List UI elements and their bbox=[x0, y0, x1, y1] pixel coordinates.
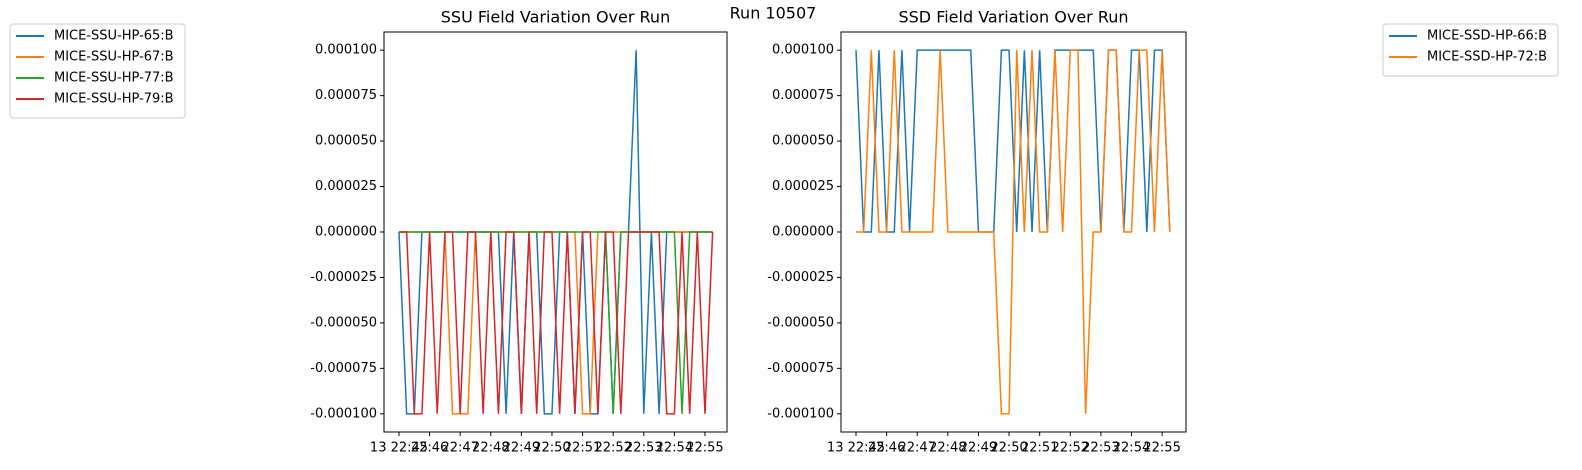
y-tick-label: 0.000050 bbox=[315, 134, 377, 149]
y-tick-label: 0.000000 bbox=[772, 225, 834, 240]
x-tick-label: 13 22:45 bbox=[827, 441, 885, 456]
y-tick-label: 0.000025 bbox=[772, 179, 834, 194]
legend-label: MICE-SSU-HP-77:B bbox=[54, 71, 174, 86]
x-tick-label: 22:52 bbox=[594, 441, 631, 456]
series-line bbox=[856, 49, 1171, 415]
x-tick-label: 22:49 bbox=[960, 441, 997, 456]
x-tick-label: 22:49 bbox=[503, 441, 540, 456]
y-tick-label: -0.000075 bbox=[767, 361, 834, 376]
y-tick-label: -0.000050 bbox=[767, 315, 834, 330]
x-tick-label: 22:54 bbox=[656, 441, 693, 456]
legend-box bbox=[1382, 23, 1559, 77]
x-tick-label: 22:54 bbox=[1113, 441, 1150, 456]
y-tick-label: 0.000025 bbox=[315, 179, 377, 194]
plot-frame bbox=[840, 31, 1187, 433]
y-tick-label: 0.000050 bbox=[772, 134, 834, 149]
legend-label: MICE-SSD-HP-72:B bbox=[1427, 50, 1547, 65]
x-tick-label: 22:46 bbox=[411, 441, 448, 456]
y-tick-label: 0.000100 bbox=[315, 43, 377, 58]
y-tick-label: -0.000100 bbox=[310, 406, 377, 421]
y-tick-label: 0.000075 bbox=[772, 88, 834, 103]
chart-title: SSD Field Variation Over Run bbox=[898, 8, 1128, 27]
series-line bbox=[398, 231, 714, 415]
x-tick-label: 22:55 bbox=[686, 441, 723, 456]
y-tick-label: -0.000025 bbox=[310, 270, 377, 285]
y-tick-label: 0.000000 bbox=[315, 225, 377, 240]
x-tick-label: 22:55 bbox=[1143, 441, 1180, 456]
x-tick-label: 22:47 bbox=[898, 441, 935, 456]
x-tick-label: 22:51 bbox=[1021, 441, 1058, 456]
x-tick-label: 22:48 bbox=[929, 441, 966, 456]
legend-label: MICE-SSU-HP-79:B bbox=[54, 92, 174, 107]
plot-frame bbox=[383, 31, 728, 433]
x-tick-label: 22:47 bbox=[441, 441, 478, 456]
legend-label: MICE-SSU-HP-65:B bbox=[54, 29, 174, 44]
x-tick-label: 22:48 bbox=[472, 441, 509, 456]
chart-title: SSU Field Variation Over Run bbox=[441, 8, 670, 27]
legend-label: MICE-SSU-HP-67:B bbox=[54, 50, 174, 65]
x-tick-label: 22:46 bbox=[868, 441, 905, 456]
legend-box bbox=[9, 23, 186, 119]
y-tick-label: 0.000100 bbox=[772, 43, 834, 58]
y-tick-label: -0.000025 bbox=[767, 270, 834, 285]
x-tick-label: 22:50 bbox=[990, 441, 1027, 456]
suptitle: Run 10507 bbox=[730, 4, 817, 23]
y-tick-label: -0.000075 bbox=[310, 361, 377, 376]
x-tick-label: 22:52 bbox=[1052, 441, 1089, 456]
y-tick-label: -0.000050 bbox=[310, 315, 377, 330]
x-tick-label: 22:51 bbox=[564, 441, 601, 456]
x-tick-label: 13 22:45 bbox=[370, 441, 428, 456]
legend-label: MICE-SSD-HP-66:B bbox=[1427, 29, 1547, 44]
x-tick-label: 22:53 bbox=[1082, 441, 1119, 456]
y-tick-label: -0.000100 bbox=[767, 406, 834, 421]
y-tick-label: 0.000075 bbox=[315, 88, 377, 103]
x-tick-label: 22:50 bbox=[533, 441, 570, 456]
x-tick-label: 22:53 bbox=[625, 441, 662, 456]
